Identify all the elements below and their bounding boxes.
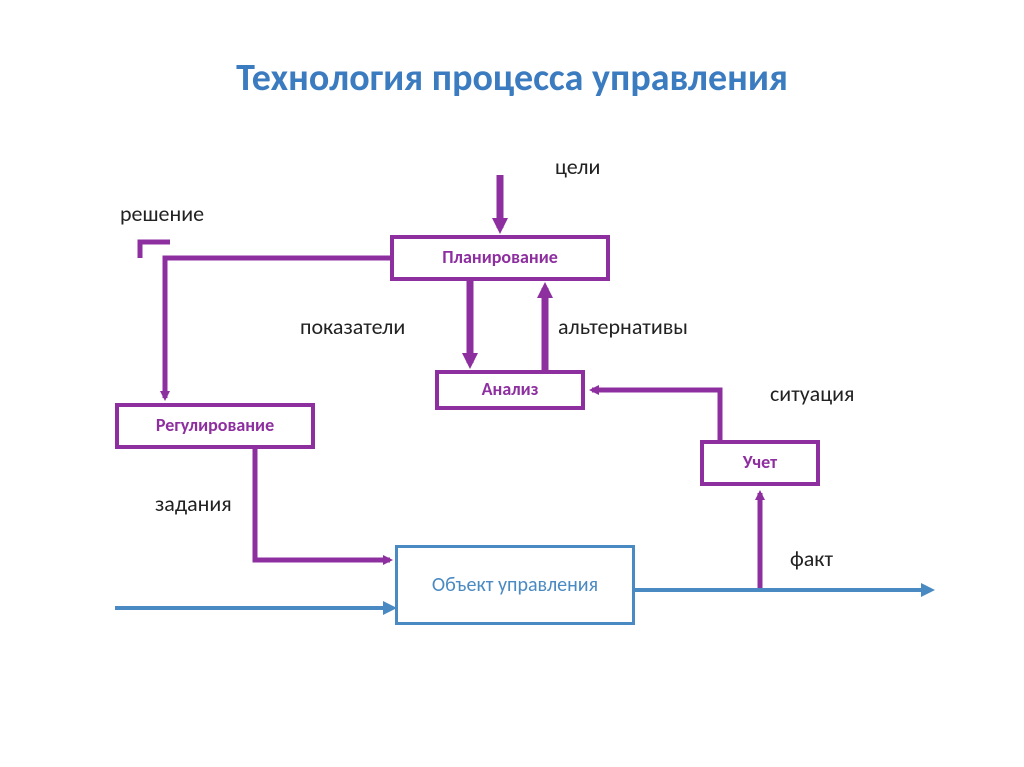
node-object: Объект управления (395, 545, 635, 625)
label-decision: решение (120, 200, 204, 227)
label-tasks: задания (155, 490, 232, 517)
node-analysis: Анализ (435, 370, 585, 410)
node-regulation: Регулирование (115, 403, 315, 449)
label-alternatives: альтернативы (558, 313, 688, 340)
label-fact: факт (790, 545, 833, 572)
label-situation: ситуация (770, 380, 854, 407)
arrow-accounting-to-analysis (592, 390, 720, 440)
label-goals: цели (555, 153, 600, 180)
node-accounting: Учет (700, 440, 820, 486)
diagram-title: Технология процесса управления (0, 55, 1024, 101)
node-planning: Планирование (390, 235, 610, 281)
arrow-regulation-to-object (255, 449, 390, 560)
label-indicators: показатели (300, 313, 405, 340)
arrow-planning-notch (140, 242, 170, 258)
